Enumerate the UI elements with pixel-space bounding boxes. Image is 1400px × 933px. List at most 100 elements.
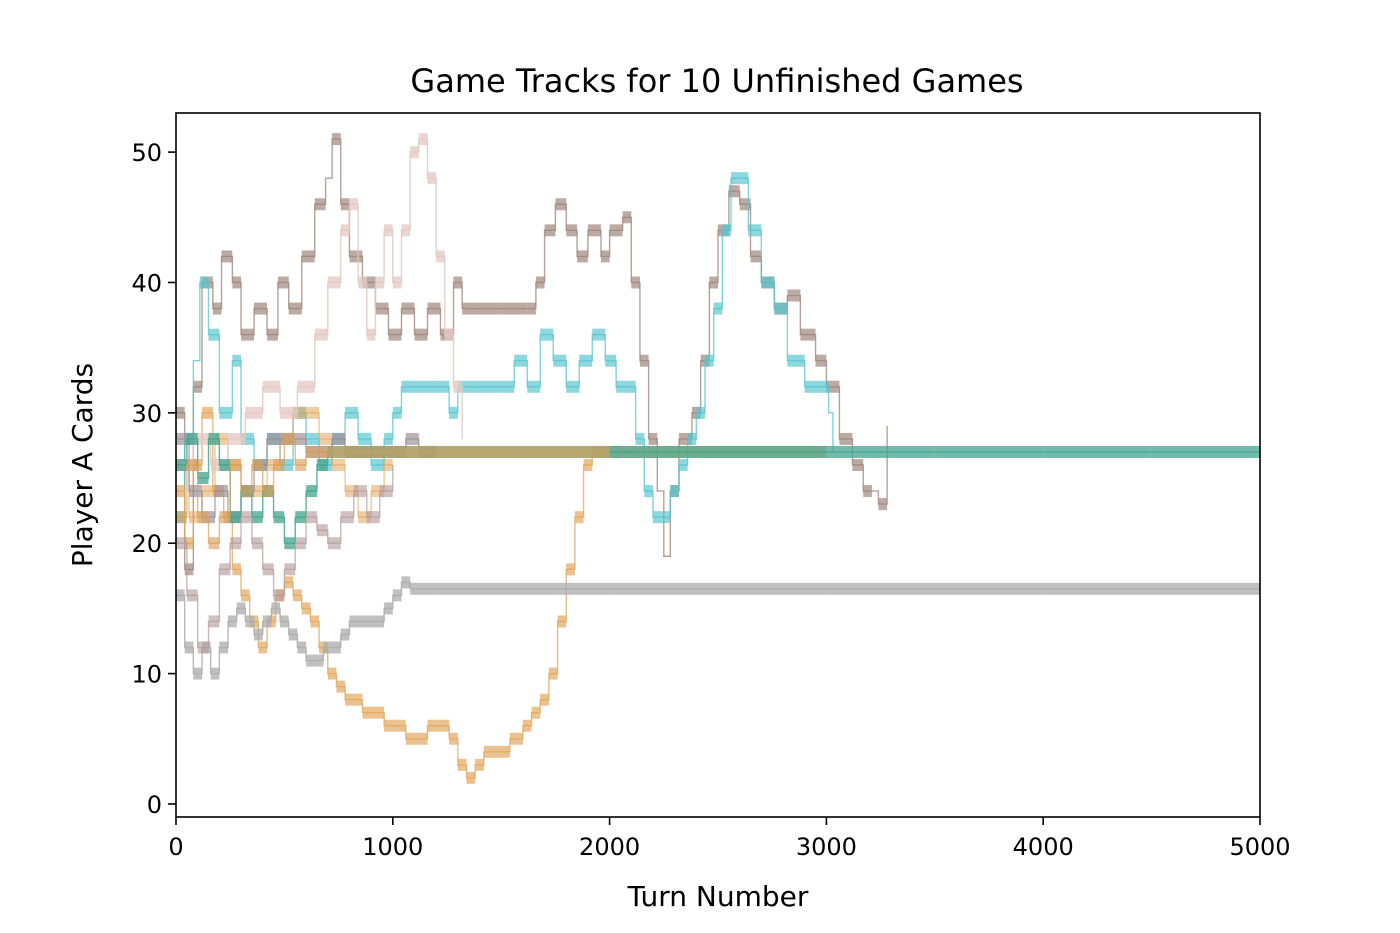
series-1-plateau xyxy=(462,302,480,315)
series-9-plateau xyxy=(197,511,209,524)
series-1-plateau xyxy=(787,289,801,302)
series-9-plateau xyxy=(284,432,296,445)
series-3-plateau xyxy=(384,719,393,732)
series-9-plateau xyxy=(371,445,437,458)
series-3-plateau xyxy=(362,706,372,719)
series-3-plateau xyxy=(566,563,575,576)
series-2-plateau xyxy=(722,224,732,237)
series-5-plateau xyxy=(609,582,827,595)
series-9-plateau xyxy=(522,445,610,458)
series-5-plateau xyxy=(193,667,203,680)
series-5-plateau xyxy=(219,641,229,654)
series-2-plateau xyxy=(787,354,805,367)
series-2-plateau xyxy=(644,485,653,498)
series-7-plateau xyxy=(332,432,346,445)
series-5-plateau xyxy=(362,615,376,628)
series-5-plateau xyxy=(349,615,363,628)
y-tick-label: 50 xyxy=(131,139,162,167)
y-tick-label: 20 xyxy=(131,530,162,558)
series-3-plateau xyxy=(310,615,320,628)
series-1-plateau xyxy=(815,354,827,367)
series-1-plateau xyxy=(750,250,762,263)
series-1-plateau xyxy=(739,198,751,211)
series-2-plateau xyxy=(208,328,220,341)
series-1-plateau xyxy=(622,211,632,224)
series-5-plateau xyxy=(410,582,437,595)
series-5-plateau xyxy=(1043,582,1260,595)
series-6-plateau xyxy=(392,276,402,289)
series-9-plateau xyxy=(262,485,274,498)
series-4-plateau xyxy=(319,432,333,445)
series-10-plateau xyxy=(273,589,285,602)
series-3-plateau xyxy=(414,732,428,745)
series-8-plateau xyxy=(186,432,198,445)
series-10-plateau xyxy=(284,563,296,576)
series-9-plateau xyxy=(208,537,220,550)
series-3-plateau xyxy=(548,667,558,680)
series-2-plateau xyxy=(661,511,671,524)
series-2-plateau xyxy=(540,328,554,341)
series-1-plateau xyxy=(600,250,610,263)
series-1-plateau xyxy=(728,185,740,198)
series-9-plateau xyxy=(241,485,252,498)
series-6-plateau xyxy=(410,146,419,159)
series-3-plateau xyxy=(284,576,294,589)
series-1-plateau xyxy=(555,198,567,211)
series-8-plateau xyxy=(219,459,231,471)
series-9-plateau xyxy=(436,445,523,458)
series-6-plateau xyxy=(444,328,454,341)
series-2-plateau xyxy=(527,380,541,393)
x-tick-label: 1000 xyxy=(362,833,423,861)
series-1-plateau xyxy=(852,459,864,471)
series-8-plateau xyxy=(230,511,242,524)
series-2-plateau xyxy=(414,380,437,393)
series-5-plateau xyxy=(826,582,1044,595)
series-3-plateau xyxy=(371,706,385,719)
series-1-plateau xyxy=(566,224,578,237)
series-1-plateau xyxy=(267,328,278,341)
series-5-plateau xyxy=(340,628,350,641)
series-8-plateau xyxy=(826,445,935,458)
series-6-plateau xyxy=(427,172,437,185)
series-3-plateau xyxy=(509,732,523,745)
x-axis: 0 1000 2000 3000 4000 5000 xyxy=(168,817,1291,861)
series-1-plateau xyxy=(631,276,640,289)
series-10-plateau xyxy=(340,511,354,524)
series-10-plateau xyxy=(306,511,317,524)
series-2-plateau xyxy=(704,354,714,367)
series-2-plateau xyxy=(199,276,209,289)
series-10-plateau xyxy=(241,511,252,524)
series-8-plateau xyxy=(273,511,285,524)
series-2-plateau xyxy=(232,354,242,367)
series-6-plateau xyxy=(384,224,393,237)
series-3-plateau xyxy=(327,667,337,680)
series-1-plateau xyxy=(479,302,502,315)
plot-area xyxy=(175,112,1261,818)
series-3-plateau xyxy=(176,485,185,498)
chart-title: Game Tracks for 10 Unfinished Games xyxy=(410,62,1023,100)
series-2-plateau xyxy=(479,380,502,393)
series-5-plateau xyxy=(245,615,255,628)
series-9-plateau xyxy=(273,459,285,471)
series-2-plateau xyxy=(605,354,617,367)
series-1-plateau xyxy=(414,328,428,341)
series-1-plateau xyxy=(527,302,536,315)
series-5-plateau xyxy=(176,589,185,602)
series-3-plateau xyxy=(436,719,450,732)
series-2-plateau xyxy=(401,380,415,393)
series-7-plateau xyxy=(405,432,419,445)
series-2-plateau xyxy=(616,380,627,393)
series-5-plateau xyxy=(271,602,281,615)
series-10-plateau xyxy=(197,641,209,654)
series-2-plateau xyxy=(219,406,233,419)
series-1-plateau xyxy=(232,276,242,289)
series-5-plateau xyxy=(228,615,237,628)
series-5-plateau xyxy=(392,589,402,602)
x-tick-label: 4000 xyxy=(1013,833,1074,861)
series-layer xyxy=(176,133,1260,784)
series-5-plateau xyxy=(314,654,324,667)
y-tick-label: 10 xyxy=(131,661,162,689)
series-6-plateau xyxy=(349,198,359,211)
series-2-plateau xyxy=(670,485,679,498)
